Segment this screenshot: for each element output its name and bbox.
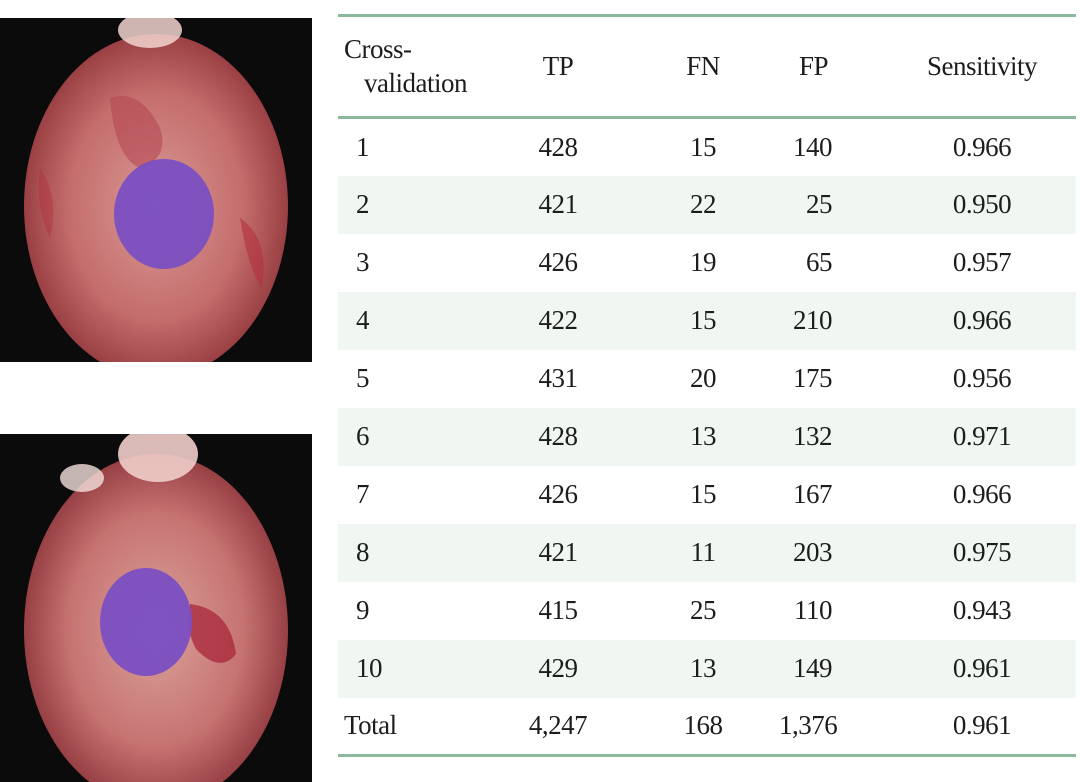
table-row: 10 429 13 149 0.961 (338, 639, 1076, 698)
cell-cv: 3 (356, 247, 370, 277)
table-row: 4 422 15 210 0.966 (338, 291, 1076, 350)
cell-tp: 426 (538, 479, 579, 509)
endoscopy-image-bottom (0, 434, 312, 782)
cell-fn: 15 (690, 479, 717, 509)
table-row: 6 428 13 132 0.971 (338, 407, 1076, 466)
cell-sensitivity: 0.943 (952, 595, 1012, 625)
cell-tp: 421 (488, 175, 628, 234)
cell-cv: 2 (338, 175, 488, 234)
cell-fp: 132 (778, 407, 888, 466)
endoscopy-image-top-graphic (0, 18, 312, 362)
cell-fp: 25 (778, 175, 888, 234)
cell-fp: 167 (793, 479, 833, 509)
table-total-row: Total 4,247 168 1,376 0.961 (338, 697, 1076, 757)
cell-sensitivity: 0.950 (888, 175, 1076, 234)
cell-fp: 140 (793, 131, 833, 162)
table-row: 1 428 15 140 0.966 (338, 118, 1076, 176)
cell-fn: 20 (690, 363, 717, 393)
cross-validation-table-container: Cross- validation TP FN FP Sensitivity 1… (338, 14, 1076, 757)
cell-total-fp: 1,376 (778, 697, 888, 757)
header-cross-validation-line2: validation (364, 67, 467, 98)
cell-fn: 25 (690, 595, 717, 625)
header-cross-validation-line1: Cross- (344, 33, 412, 64)
cell-cv: 10 (338, 639, 488, 698)
cell-total-fn: 168 (628, 697, 778, 757)
cell-tp: 415 (538, 595, 579, 625)
cell-sensitivity: 0.957 (952, 247, 1012, 277)
cell-fp: 110 (794, 595, 833, 625)
cell-cv: 1 (356, 131, 370, 162)
table-row: 2 421 22 25 0.950 (338, 175, 1076, 234)
cell-tp: 426 (538, 247, 579, 277)
cell-fn: 22 (628, 175, 778, 234)
endoscopy-image-bottom-graphic (0, 434, 312, 782)
header-fn: FN (628, 14, 778, 119)
cell-cv: 9 (356, 595, 370, 625)
cell-fn: 15 (628, 291, 778, 350)
cell-sensitivity: 0.966 (888, 291, 1076, 350)
cell-total-tp: 4,247 (488, 697, 628, 757)
table-row: 8 421 11 203 0.975 (338, 523, 1076, 582)
cell-cv: 6 (338, 407, 488, 466)
cell-tp: 429 (488, 639, 628, 698)
cell-tp: 422 (488, 291, 628, 350)
cell-tp: 421 (488, 523, 628, 582)
cell-cv: 7 (356, 479, 370, 509)
cell-sensitivity: 0.971 (888, 407, 1076, 466)
cell-total-label: Total (338, 697, 488, 757)
cell-tp: 428 (488, 407, 628, 466)
cell-fp: 65 (806, 247, 833, 277)
cell-sensitivity: 0.966 (952, 131, 1012, 162)
cell-sensitivity: 0.966 (952, 479, 1012, 509)
endoscopy-image-top (0, 18, 312, 362)
cell-cv: 5 (356, 363, 370, 393)
cell-fn: 11 (628, 523, 778, 582)
table-row: 7 426 15 167 0.966 (338, 466, 1076, 524)
cell-sensitivity: 0.961 (888, 639, 1076, 698)
cell-tp: 431 (538, 363, 579, 393)
cell-fp: 175 (793, 363, 833, 393)
cell-fp: 149 (778, 639, 888, 698)
cell-total-sensitivity: 0.961 (888, 697, 1076, 757)
header-fp: FP (778, 14, 888, 119)
cross-validation-table: Cross- validation TP FN FP Sensitivity 1… (338, 14, 1076, 757)
table-row: 5 431 20 175 0.956 (338, 350, 1076, 408)
cell-sensitivity: 0.975 (888, 523, 1076, 582)
table-row: 9 415 25 110 0.943 (338, 582, 1076, 640)
cell-fp: 203 (778, 523, 888, 582)
cell-fp: 210 (778, 291, 888, 350)
cell-tp: 428 (538, 131, 579, 162)
cell-fn: 13 (628, 639, 778, 698)
header-sensitivity: Sensitivity (888, 14, 1076, 119)
header-cross-validation: Cross- validation (338, 14, 488, 119)
cell-fn: 15 (690, 131, 717, 162)
table-header-row: Cross- validation TP FN FP Sensitivity (338, 14, 1076, 119)
header-tp: TP (488, 14, 628, 119)
cell-cv: 4 (338, 291, 488, 350)
cell-sensitivity: 0.956 (952, 363, 1012, 393)
cell-fn: 13 (628, 407, 778, 466)
table-row: 3 426 19 65 0.957 (338, 234, 1076, 292)
cell-cv: 8 (338, 523, 488, 582)
cell-fn: 19 (690, 247, 717, 277)
